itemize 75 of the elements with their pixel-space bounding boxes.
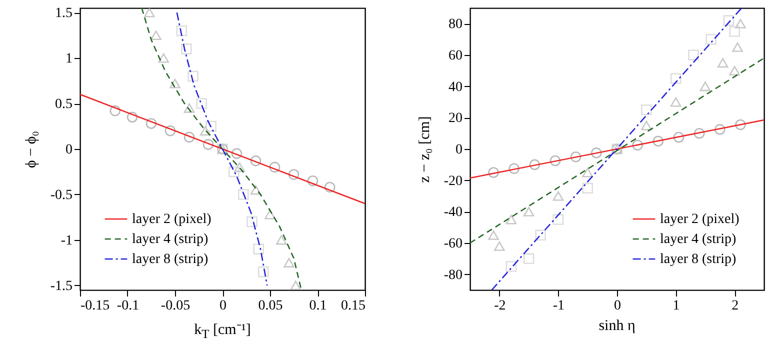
point: [735, 18, 746, 28]
point: [641, 104, 652, 116]
point: [570, 151, 582, 162]
legend-label: layer 8 (strip): [132, 252, 209, 267]
legend-label: layer 2 (pixel): [660, 212, 740, 227]
y-tick-label: 0.5: [55, 97, 72, 112]
point: [506, 214, 517, 224]
x-tick-label: 0.1: [309, 298, 327, 314]
x-axis-title: sinh η: [598, 318, 636, 335]
point: [535, 230, 546, 241]
y-tick-label: 40: [448, 80, 462, 95]
point: [582, 182, 593, 194]
point: [732, 42, 743, 52]
y-tick-label: -20: [444, 174, 462, 189]
y-tick-label: 80: [448, 17, 462, 32]
x-tick-label: 0.05: [258, 298, 283, 314]
point: [670, 97, 682, 107]
point: [494, 241, 505, 251]
point: [641, 120, 652, 130]
point: [529, 159, 540, 170]
point: [523, 206, 534, 216]
x-tick-label: -1: [552, 298, 565, 314]
legend-label: layer 2 (pixel): [132, 212, 212, 227]
y-axis-title: ϕ − ϕ₀: [23, 131, 40, 168]
line-series: [176, 12, 268, 286]
point: [652, 136, 664, 147]
point: [488, 230, 499, 240]
point: [632, 140, 643, 150]
point: [688, 50, 699, 60]
x-tick-label: 0: [614, 298, 621, 314]
y-tick-label: 0: [66, 142, 72, 158]
point: [523, 253, 534, 264]
legend-label: layer 4 (strip): [132, 232, 209, 247]
x-tick-label: -2: [494, 298, 506, 314]
point: [694, 128, 705, 139]
x-axis-title: k$_{T}$ [cm⁻¹]: [193, 321, 252, 342]
y-tick-label: -40: [444, 205, 462, 220]
legend-label: layer 4 (strip): [660, 232, 737, 247]
y-tick-label: 1: [66, 52, 72, 67]
point: [488, 167, 499, 178]
point: [591, 148, 602, 158]
x-tick-label: 0.15: [341, 298, 366, 314]
y-tick-label: -80: [444, 268, 462, 283]
y-tick-label: -60: [444, 236, 462, 252]
x-tick-label: 1: [672, 298, 680, 314]
point: [552, 214, 564, 225]
point: [723, 15, 734, 26]
y-tick-label: 20: [448, 111, 462, 126]
x-tick-label: -0.15: [80, 298, 110, 314]
y-tick-label: -1.5: [50, 278, 72, 294]
point: [670, 73, 682, 84]
x-tick-label: -0.1: [116, 298, 140, 314]
legend-label: layer 8 (strip): [660, 252, 737, 267]
point: [673, 132, 684, 143]
x-tick-label: -0.05: [160, 298, 190, 314]
x-tick-label: 2: [732, 298, 739, 314]
point: [735, 119, 746, 130]
point: [706, 34, 716, 45]
y-tick-label: 0: [456, 142, 462, 158]
point: [508, 163, 520, 174]
point: [717, 58, 728, 68]
point: [550, 155, 561, 166]
point: [506, 261, 517, 272]
point: [552, 191, 564, 201]
point: [714, 124, 726, 135]
y-tick-label: 1.5: [55, 6, 72, 22]
y-tick-label: -0.5: [50, 188, 72, 203]
y-axis-title: z − z₀ [cm]: [416, 116, 433, 183]
point: [729, 26, 740, 37]
point: [729, 66, 740, 76]
point: [582, 168, 593, 178]
x-tick-label: 0: [220, 298, 226, 314]
y-tick-label: -1: [60, 233, 72, 248]
point: [700, 82, 711, 92]
y-tick-label: 60: [448, 48, 462, 64]
